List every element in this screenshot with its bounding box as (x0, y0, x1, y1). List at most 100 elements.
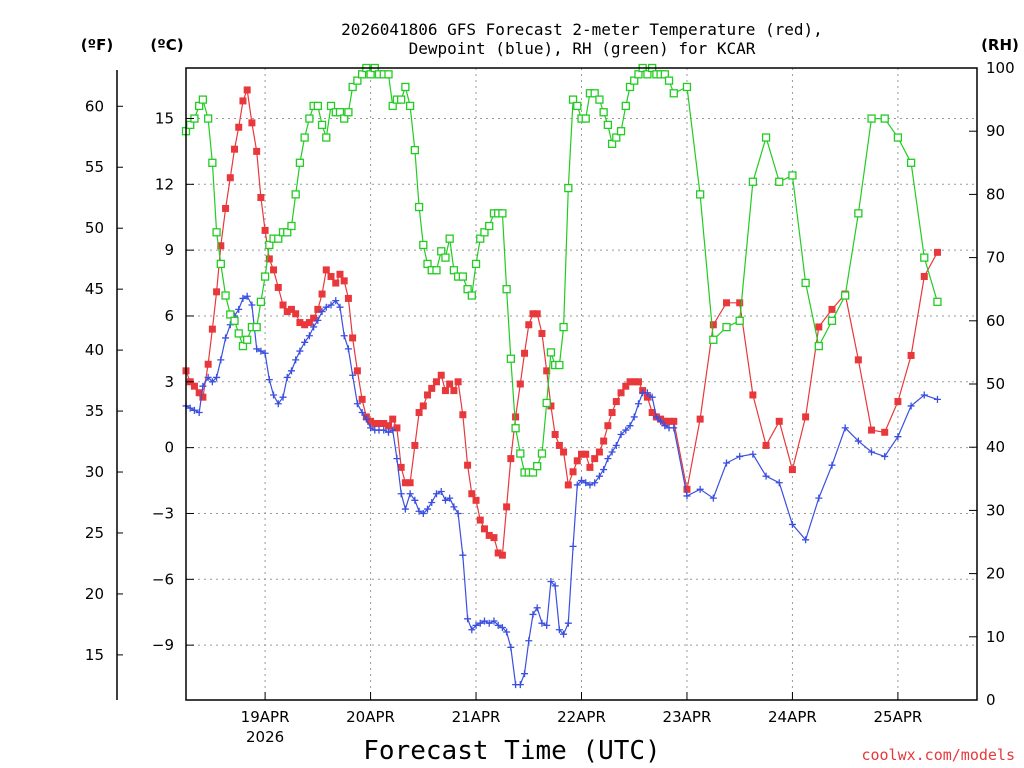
rh-point (643, 70, 652, 79)
dewpoint-point (349, 371, 357, 379)
dewpoint-point (736, 452, 744, 460)
fahrenheit-tick-label: 45 (85, 280, 104, 298)
temperature-point (406, 479, 414, 487)
dewpoint-point (652, 413, 660, 421)
temperature-point (415, 409, 423, 417)
celsius-tick-label: 3 (164, 373, 174, 391)
x-tick-label: 21APR (452, 708, 501, 726)
dewpoint-point (521, 670, 529, 678)
rh-point (485, 221, 494, 231)
temperature-point (696, 415, 704, 423)
temperature-point (428, 384, 436, 392)
dewpoint-point (591, 479, 599, 487)
rh-point (317, 120, 327, 130)
temperature-point (279, 301, 287, 309)
temperature-point (512, 413, 520, 421)
rh-tick-label: 40 (986, 438, 1005, 456)
temperature-point (612, 398, 620, 406)
rh-point (590, 89, 599, 98)
rh-point (867, 114, 876, 123)
rh-point (630, 76, 639, 85)
rh-point (920, 253, 929, 262)
rh-point (198, 95, 208, 104)
dewpoint-point (441, 496, 449, 504)
temperature-point (749, 391, 757, 399)
temperature-point (480, 525, 488, 533)
temperature-point (248, 119, 256, 127)
rh-tick-label: 90 (986, 122, 1005, 140)
temperature-point (494, 549, 502, 557)
temperature-point (547, 402, 555, 410)
temperature-point (516, 380, 524, 388)
x-axis-label: Forecast Time (UTC) (363, 736, 660, 766)
rh-tick-label: 20 (986, 565, 1005, 583)
dewpoint-point (657, 417, 665, 425)
temperature-point (253, 147, 261, 155)
temperature-point (389, 415, 397, 423)
temperature-point (314, 305, 322, 313)
dewpoint-point (564, 619, 572, 627)
dewpoint-point (490, 617, 498, 625)
dewpoint-point (582, 479, 590, 487)
rh-point (568, 95, 578, 104)
rh-point (234, 329, 243, 338)
rh-point (216, 259, 225, 269)
temperature-point (217, 242, 225, 250)
temperature-point (226, 174, 234, 182)
dewpoint-point (217, 356, 225, 364)
temperature-point (208, 325, 216, 333)
x-tick-label: 25APR (873, 708, 922, 726)
dewpoint-point (538, 619, 546, 627)
dewpoint-point (301, 338, 309, 346)
rh-tick-label: 50 (986, 375, 1005, 393)
temperature-point (358, 395, 366, 403)
rh-point (827, 316, 837, 325)
rh-point (533, 462, 542, 471)
celsius-tick-label: −6 (152, 570, 174, 588)
x-tick-label: 24APR (768, 708, 817, 726)
temperature-point (222, 204, 230, 212)
rh-point (388, 101, 397, 111)
temperature-point (854, 356, 862, 364)
dewpoint-point (401, 505, 409, 513)
rh-point (528, 468, 538, 477)
temperature-point (411, 441, 419, 449)
temperature-point (736, 299, 744, 307)
dewpoint-point (428, 499, 436, 506)
temperature-point (283, 308, 291, 316)
rh-point (775, 177, 784, 186)
dewpoint-point (208, 378, 216, 386)
temperature-point (441, 387, 449, 395)
dewpoint-point (253, 345, 261, 353)
temperature-point (762, 441, 770, 449)
dewpoint-point (204, 373, 212, 381)
rh-point (344, 108, 353, 117)
temperature-point (578, 450, 585, 458)
rh-point (243, 335, 252, 344)
temperature-point (881, 428, 889, 436)
rh-point (696, 190, 705, 199)
dewpoint-point (279, 393, 287, 401)
fahrenheit-tick-label: 40 (85, 341, 104, 359)
rh-point (366, 70, 375, 79)
series-layer (181, 63, 942, 689)
temperature-point (521, 349, 529, 357)
dewpoint-point (362, 415, 370, 423)
dewpoint-point (446, 494, 454, 502)
temperature-point (371, 420, 379, 427)
dewpoint-point (622, 426, 630, 434)
temperature-point (661, 417, 669, 425)
rh-point (625, 82, 635, 92)
temperature-point (397, 463, 405, 471)
dewpoint-point (235, 305, 243, 313)
rh-point (476, 234, 485, 243)
fahrenheit-tick-label: 20 (85, 585, 104, 603)
rh-tick-label: 100 (986, 59, 1015, 77)
dewpoint-point (332, 297, 340, 305)
dewpoint-point (283, 373, 291, 381)
rh-tick-label: 70 (986, 249, 1005, 267)
dewpoint-point (525, 637, 533, 645)
temperature-point (560, 448, 568, 456)
temperature-point (529, 310, 537, 318)
dewpoint-point (543, 621, 551, 629)
